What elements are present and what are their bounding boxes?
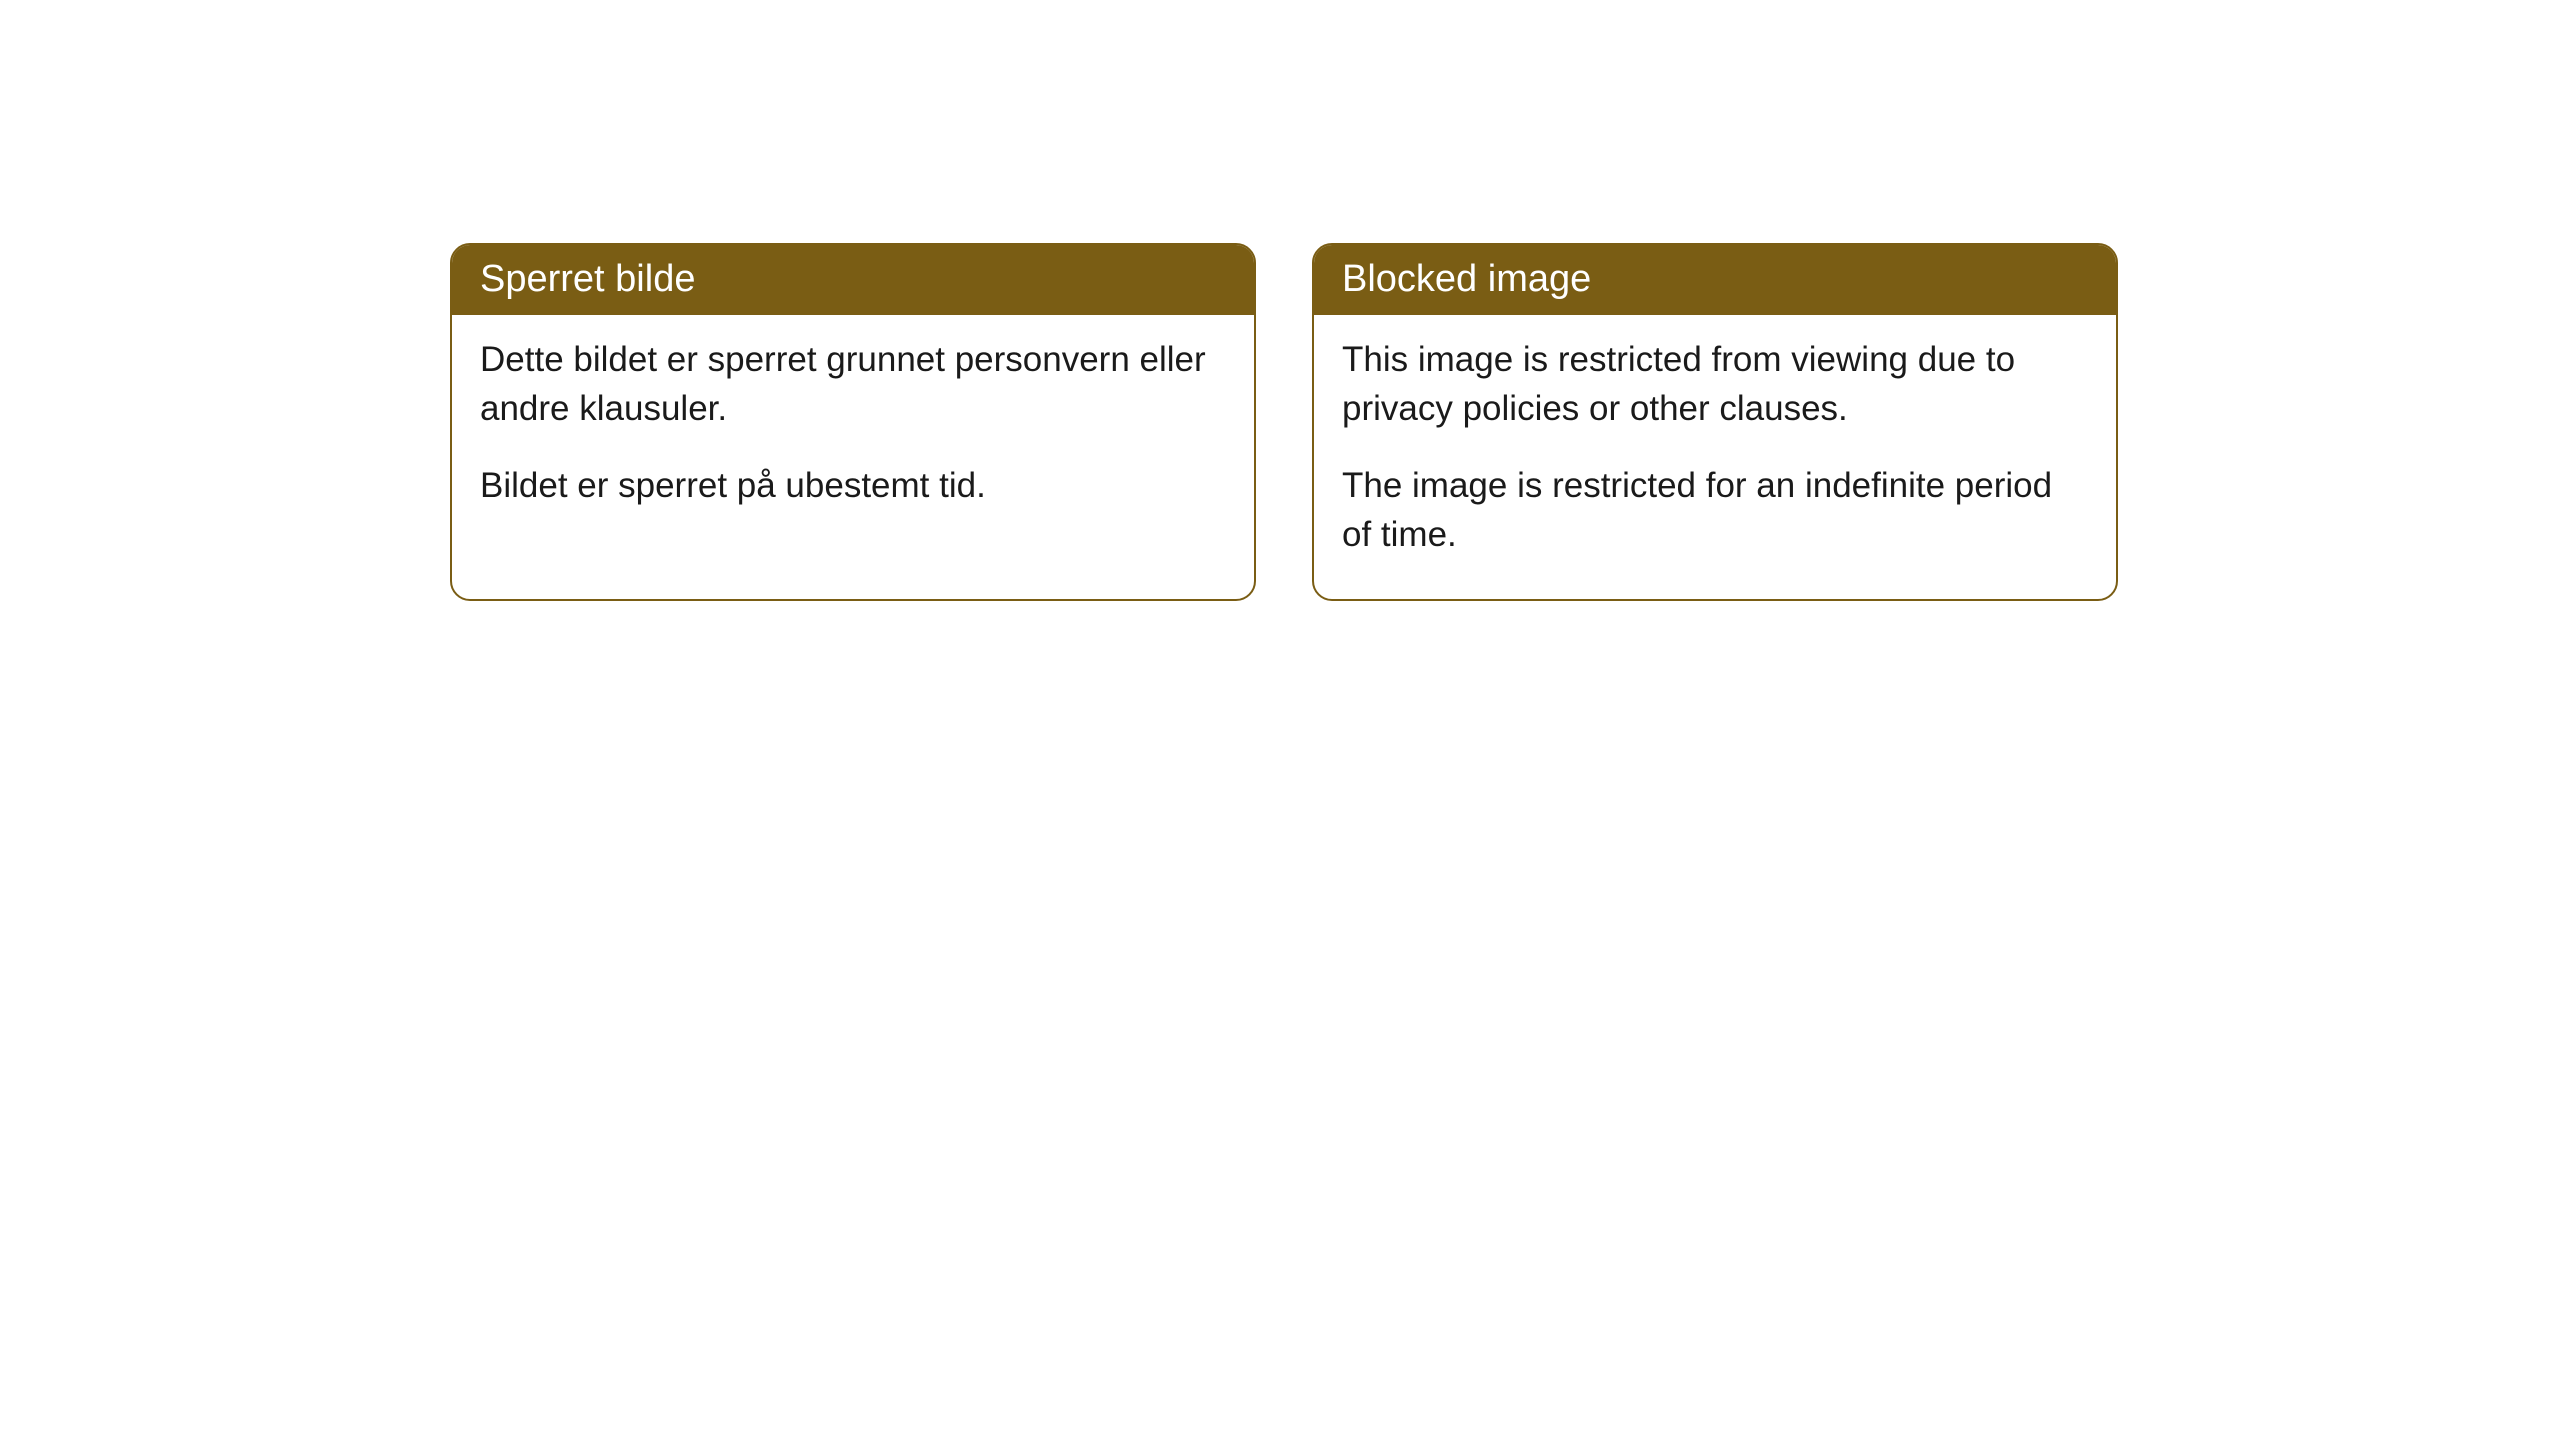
notice-cards-container: Sperret bilde Dette bildet er sperret gr… <box>450 243 2118 601</box>
card-body: Dette bildet er sperret grunnet personve… <box>452 315 1254 550</box>
card-paragraph: This image is restricted from viewing du… <box>1342 335 2088 433</box>
card-paragraph: Dette bildet er sperret grunnet personve… <box>480 335 1226 433</box>
notice-card-norwegian: Sperret bilde Dette bildet er sperret gr… <box>450 243 1256 601</box>
card-header: Sperret bilde <box>452 245 1254 315</box>
card-paragraph: Bildet er sperret på ubestemt tid. <box>480 461 1226 510</box>
card-header: Blocked image <box>1314 245 2116 315</box>
card-body: This image is restricted from viewing du… <box>1314 315 2116 599</box>
notice-card-english: Blocked image This image is restricted f… <box>1312 243 2118 601</box>
card-title: Sperret bilde <box>480 258 695 300</box>
card-title: Blocked image <box>1342 258 1591 300</box>
card-paragraph: The image is restricted for an indefinit… <box>1342 461 2088 559</box>
